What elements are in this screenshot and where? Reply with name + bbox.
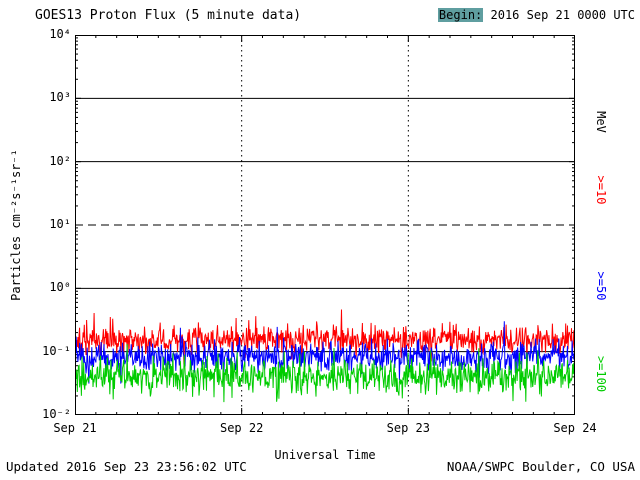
channel-label-100: >=100	[594, 355, 608, 393]
channel-label-10: >=10	[594, 175, 608, 205]
x-tick-label: Sep 22	[219, 421, 264, 435]
y-tick-label: 10¹	[49, 217, 71, 231]
x-tick-label: Sep 23	[386, 421, 430, 435]
series-line--100-mev	[75, 343, 575, 403]
plot-border	[75, 35, 575, 415]
y-tick-label: 10⁰	[49, 280, 71, 295]
begin-value: 2016 Sep 21 0000 UTC	[483, 8, 636, 22]
x-tick-label: Sep 21	[53, 421, 97, 435]
series-line--50-mev	[75, 321, 575, 384]
y-tick-label: 10⁴	[49, 27, 71, 41]
unit-label-mev: MeV	[594, 111, 608, 133]
x-tick-label: Sep 24	[553, 421, 597, 435]
updated-timestamp: Updated 2016 Sep 23 23:56:02 UTC	[6, 459, 247, 474]
y-tick-label: 10⁻²	[42, 407, 71, 421]
channel-label-50: >=50	[594, 271, 608, 301]
source-attribution: NOAA/SWPC Boulder, CO USA	[446, 459, 635, 474]
y-axis-label: Particles cm⁻²s⁻¹sr⁻¹	[9, 149, 23, 301]
y-tick-label: 10²	[49, 153, 71, 168]
y-tick-label: 10⁻¹	[42, 343, 71, 358]
begin-label: Begin:	[437, 8, 484, 22]
begin-timestamp: Begin: 2016 Sep 21 0000 UTC	[437, 8, 636, 22]
y-tick-label: 10³	[49, 90, 71, 105]
x-axis-label: Universal Time	[274, 448, 376, 462]
page-title: GOES13 Proton Flux (5 minute data)	[35, 8, 302, 23]
flux-plot-canvas	[75, 35, 575, 415]
